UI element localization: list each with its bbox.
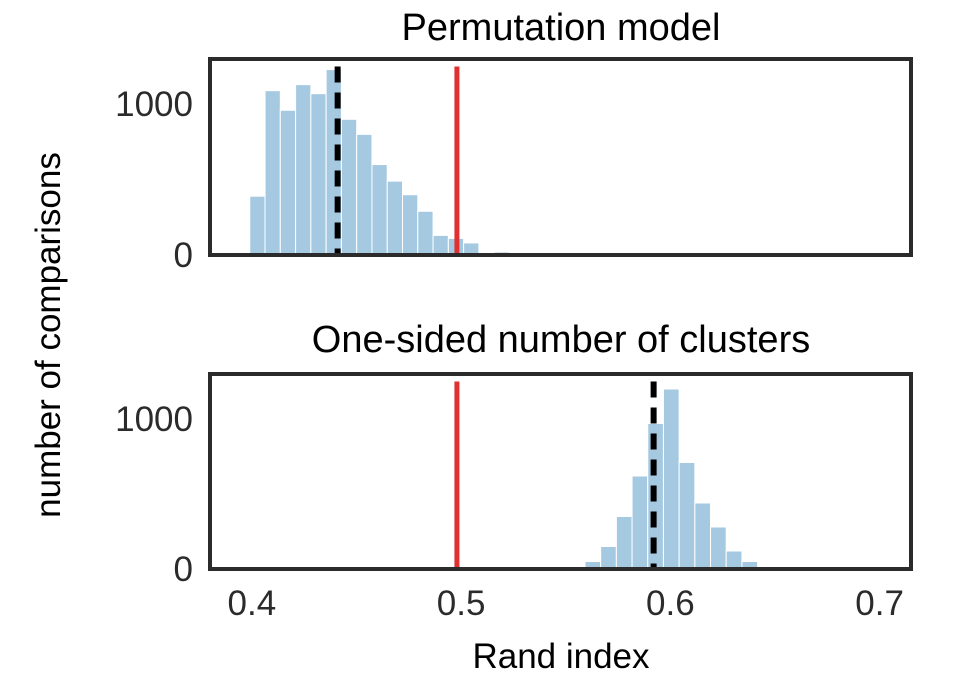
reference-lines (334, 66, 460, 255)
histogram-bar (615, 516, 633, 570)
x-ticks: 0.4 0.5 0.6 0.7 (228, 584, 904, 623)
histogram-bar (662, 388, 680, 570)
y-ticks: 0 1000 (115, 85, 193, 275)
histogram-bar (600, 546, 617, 570)
histogram-bar (386, 180, 404, 256)
x-tick-label: 0.6 (646, 584, 695, 623)
histogram-bar (631, 475, 649, 570)
histogram-bar (356, 133, 373, 256)
histogram-bar (295, 84, 312, 256)
plot-frame (208, 372, 913, 571)
y-axis-label: number of comparisons (29, 152, 68, 518)
panel-title: One-sided number of clusters (312, 319, 810, 361)
y-tick-label: 0 (174, 550, 193, 589)
histogram-bar (417, 210, 434, 256)
histogram-bar (249, 195, 266, 256)
x-tick-label: 0.7 (855, 584, 904, 623)
panel-title: Permutation model (402, 7, 721, 49)
histogram-bar (279, 109, 297, 256)
y-tick-label: 1000 (115, 400, 193, 439)
histogram-bar (725, 550, 743, 570)
y-tick-label: 1000 (115, 85, 193, 124)
histogram-bar (694, 502, 712, 570)
histogram-bar (678, 462, 696, 570)
reference-lines (454, 381, 657, 569)
histogram-bar (710, 526, 727, 570)
bars (584, 388, 759, 570)
histogram-bar (432, 234, 449, 256)
x-axis-label: Rand index (472, 637, 650, 676)
histogram-bar (264, 90, 281, 256)
histogram-bar (371, 164, 388, 256)
y-tick-label: 0 (174, 236, 193, 275)
y-ticks: 0 1000 (115, 400, 193, 589)
bars (249, 69, 526, 256)
histogram-bar (402, 194, 419, 256)
plot-frame (208, 57, 913, 257)
histogram-bar (340, 118, 358, 256)
x-tick-label: 0.5 (437, 584, 486, 623)
x-tick-label: 0.4 (228, 584, 277, 623)
panel-permutation-model: Permutation model 0 1000 (115, 7, 913, 275)
histogram-bar (310, 93, 327, 256)
